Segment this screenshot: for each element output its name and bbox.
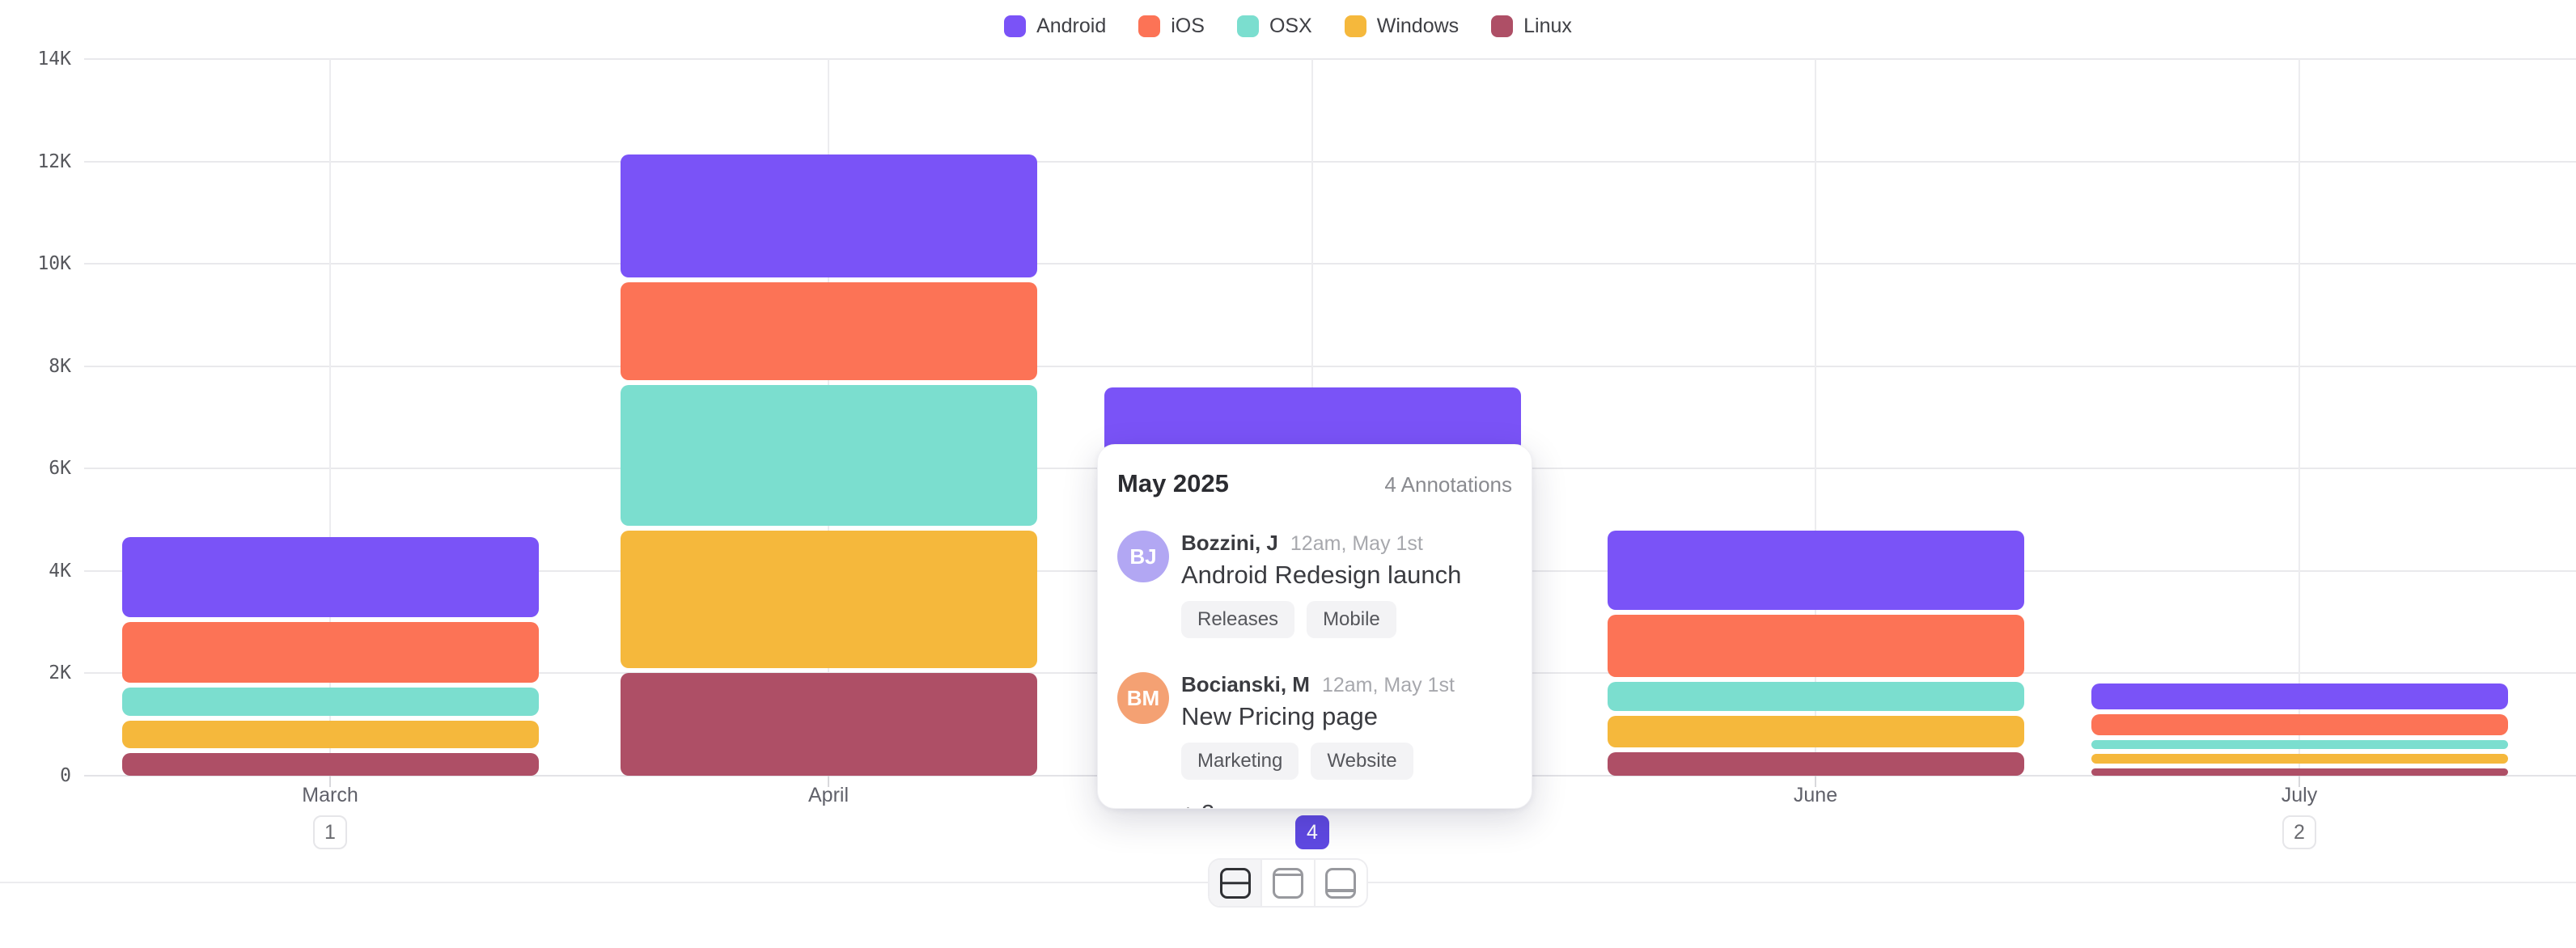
tag-chip-website[interactable]: Website [1311, 743, 1413, 780]
annotation-tags: Releases Mobile [1181, 601, 1512, 638]
layout-top-bar-icon [1272, 867, 1303, 899]
legend-item-linux[interactable]: Linux [1491, 15, 1572, 38]
gridline-x-march [329, 59, 331, 776]
legend-swatch-icon [1491, 15, 1514, 37]
bar-segment-march-linux[interactable] [121, 752, 539, 776]
y-axis-tick-label: 2K [49, 662, 71, 684]
annotations-count: 4 Annotations [1384, 472, 1512, 497]
gridline-y-14K [84, 58, 2576, 60]
annotation-text: New Pricing page [1181, 702, 1378, 730]
annotation-entry: BM Bocianski, M 12am, May 1st New Pricing p… [1117, 672, 1512, 780]
annotation-author: Bocianski, M [1181, 672, 1310, 696]
legend-item-ios[interactable]: iOS [1138, 15, 1205, 38]
gridline-y-8K [84, 365, 2576, 367]
bar-segment-march-osx[interactable] [121, 687, 539, 716]
x-axis-tick [2298, 776, 2300, 787]
chart-legend: Android iOS OSX Windows Linux [0, 8, 2576, 44]
x-axis-label-march: March [302, 784, 358, 806]
y-axis-tick-label: 10K [37, 253, 71, 275]
legend-swatch-icon [1236, 15, 1259, 37]
bar-segment-april-osx[interactable] [620, 384, 1037, 526]
x-axis-label-july: July [2281, 784, 2318, 806]
x-axis-tick [329, 776, 331, 787]
legend-swatch-icon [1138, 15, 1161, 37]
bar-segment-june-ios[interactable] [1607, 614, 2024, 677]
gridline-x-july [2298, 59, 2300, 776]
bar-segment-june-linux[interactable] [1607, 751, 2024, 776]
y-axis-tick-label: 14K [37, 49, 71, 70]
bar-segment-july-ios[interactable] [2091, 714, 2508, 735]
bar-segment-april-android[interactable] [620, 154, 1037, 278]
bar-segment-march-android[interactable] [121, 536, 539, 617]
annotation-body: Bozzini, J 12am, May 1st Android Redesign … [1181, 531, 1512, 638]
bar-segment-july-linux[interactable] [2091, 768, 2508, 776]
y-axis-tick-label: 8K [49, 355, 71, 377]
legend-swatch-icon [1004, 15, 1027, 37]
bar-segment-april-windows[interactable] [620, 530, 1037, 669]
legend-swatch-icon [1344, 15, 1366, 37]
view-option-layout-split-horizontal[interactable] [1210, 860, 1261, 906]
gridline-y-12K [84, 160, 2576, 163]
bar-segment-june-android[interactable] [1607, 530, 2024, 610]
view-option-layout-bottom-bar[interactable] [1313, 860, 1366, 906]
annotation-author: Bozzini, J [1181, 531, 1278, 555]
bar-segment-july-windows[interactable] [2091, 753, 2508, 764]
y-axis-tick-label: 4K [49, 560, 71, 582]
popover-title: May 2025 [1117, 469, 1229, 497]
tag-chip-marketing[interactable]: Marketing [1181, 743, 1299, 780]
bar-segment-june-windows[interactable] [1607, 715, 2024, 747]
x-axis-tick [1815, 776, 1816, 787]
legend-item-windows[interactable]: Windows [1344, 14, 1460, 38]
annotation-list: BJ Bozzini, J 12am, May 1st Android Redesig… [1117, 531, 1512, 780]
x-axis-tick [828, 776, 829, 787]
bar-segment-april-linux[interactable] [620, 673, 1037, 776]
legend-label: OSX [1269, 14, 1312, 37]
gridline-x-june [1815, 59, 1816, 776]
tag-chip-mobile[interactable]: Mobile [1307, 601, 1396, 638]
x-axis-label-april: April [807, 784, 849, 806]
avatar: BM [1117, 672, 1169, 724]
view-switcher [1208, 858, 1368, 908]
y-axis-tick-label: 12K [37, 150, 71, 172]
legend-label: iOS [1171, 14, 1205, 37]
bar-segment-march-ios[interactable] [121, 621, 539, 683]
layout-split-horizontal-icon [1219, 867, 1251, 899]
legend-label: Android [1036, 14, 1107, 37]
legend-item-osx[interactable]: OSX [1236, 14, 1312, 38]
bar-segment-march-windows[interactable] [121, 720, 539, 748]
x-axis-label-june: June [1793, 784, 1838, 806]
popover-header: May 2025 4 Annotations [1117, 469, 1512, 498]
y-axis-tick-label: 6K [49, 458, 71, 480]
bar-segment-april-ios[interactable] [620, 282, 1037, 380]
view-option-layout-top-bar[interactable] [1260, 860, 1314, 906]
y-axis-tick-label: 0 [60, 765, 71, 786]
annotations-popover: May 2025 4 Annotations BJ Bozzini, J 12am,… [1097, 444, 1532, 809]
legend-item-android[interactable]: Android [1004, 15, 1106, 38]
annotation-timestamp: 12am, May 1st [1321, 674, 1455, 696]
annotation-text: Android Redesign launch [1181, 561, 1462, 589]
annotation-tags: Marketing Website [1181, 743, 1512, 780]
gridline-y-10K [84, 263, 2576, 265]
annotation-body: Bocianski, M 12am, May 1st New Pricing pag… [1181, 672, 1512, 780]
legend-label: Windows [1376, 14, 1460, 37]
bar-segment-july-osx[interactable] [2091, 739, 2508, 749]
annotation-count-badge-march[interactable]: 1 [313, 815, 347, 849]
annotation-timestamp: 12am, May 1st [1290, 532, 1423, 555]
layout-bottom-bar-icon [1325, 867, 1357, 899]
bar-segment-july-android[interactable] [2091, 683, 2508, 710]
show-more-annotations-link[interactable]: + 2 more... [1181, 780, 1512, 808]
legend-label: Linux [1523, 14, 1572, 37]
annotation-count-badge-july[interactable]: 2 [2282, 815, 2316, 849]
tag-chip-releases[interactable]: Releases [1181, 601, 1295, 638]
annotation-entry: BJ Bozzini, J 12am, May 1st Android Redesig… [1117, 531, 1512, 638]
annotation-count-badge-may[interactable]: 4 [1295, 815, 1329, 849]
bar-segment-june-osx[interactable] [1607, 681, 2024, 711]
avatar: BJ [1117, 531, 1169, 582]
